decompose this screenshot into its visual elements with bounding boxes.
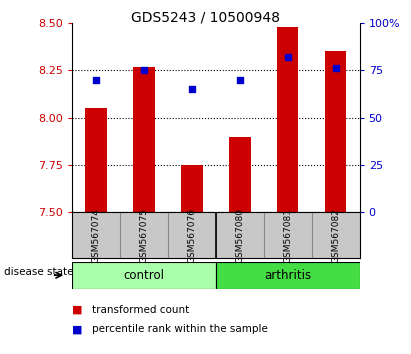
Bar [72, 262, 216, 289]
Text: arthritis: arthritis [264, 269, 311, 282]
Point [284, 54, 291, 60]
Point [332, 65, 339, 71]
Text: percentile rank within the sample: percentile rank within the sample [92, 324, 268, 334]
Text: ■: ■ [72, 324, 83, 334]
Bar [325, 51, 346, 212]
Text: transformed count: transformed count [92, 305, 190, 315]
Bar [216, 262, 360, 289]
Point [92, 77, 99, 83]
Text: ■: ■ [72, 305, 83, 315]
Bar [133, 67, 155, 212]
Text: GSM567075: GSM567075 [139, 208, 148, 263]
Text: GSM567080: GSM567080 [235, 208, 244, 263]
Text: disease state: disease state [4, 267, 74, 277]
Text: control: control [123, 269, 164, 282]
Point [189, 86, 195, 92]
Bar [181, 165, 203, 212]
Bar [277, 27, 298, 212]
Point [141, 68, 147, 73]
Text: GDS5243 / 10500948: GDS5243 / 10500948 [131, 11, 280, 25]
Bar [85, 108, 107, 212]
Text: GSM567082: GSM567082 [331, 208, 340, 263]
Text: GSM567074: GSM567074 [91, 208, 100, 263]
Point [236, 77, 243, 83]
Text: GSM567076: GSM567076 [187, 208, 196, 263]
Text: GSM567081: GSM567081 [283, 208, 292, 263]
Bar [229, 137, 251, 212]
